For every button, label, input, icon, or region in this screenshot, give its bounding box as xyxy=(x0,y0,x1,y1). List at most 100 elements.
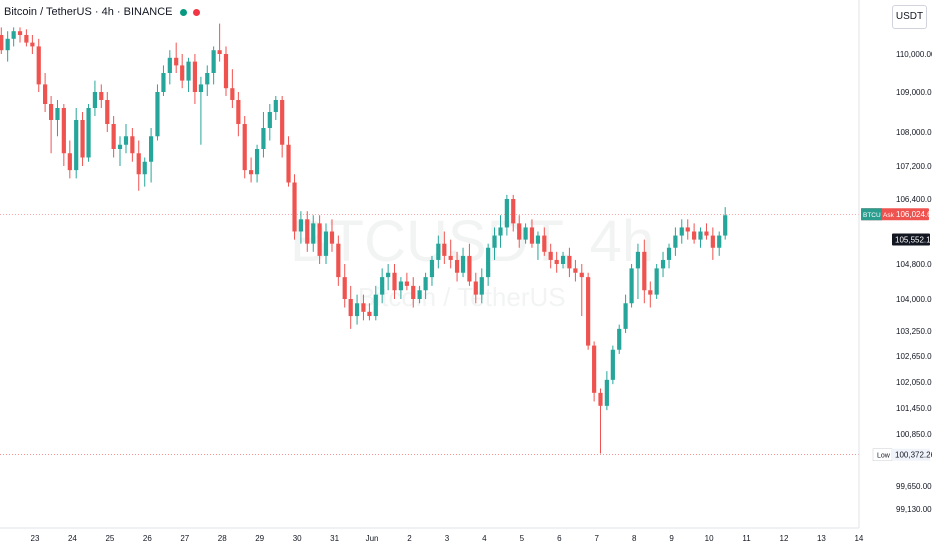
ask-price-value: 106,024.68 xyxy=(896,210,932,219)
candle-body xyxy=(24,35,29,43)
candle-body xyxy=(685,227,690,232)
candle-body xyxy=(673,235,678,248)
candle xyxy=(579,264,584,317)
candle-body xyxy=(174,57,179,66)
candle-body xyxy=(567,255,572,269)
candle-body xyxy=(535,235,541,244)
candle-body xyxy=(629,268,634,304)
last-price-badge xyxy=(892,233,930,246)
price-tick-label: 103,250.00 xyxy=(896,327,932,336)
ask-symbol-label: BTCU xyxy=(863,212,881,219)
time-tick-label: 3 xyxy=(445,534,450,543)
candle xyxy=(192,54,198,104)
time-axis[interactable]: 23 24 25 26 27 28 29 30 31 Jun 2 3 4 5 6 7 8 9 10 11 12 13 14 xyxy=(0,527,864,543)
time-tick-label: 23 xyxy=(31,534,40,543)
candle-body xyxy=(404,281,409,286)
candle-body xyxy=(523,227,528,240)
time-tick-label: 26 xyxy=(143,534,152,543)
candle xyxy=(411,277,416,308)
symbol-title: Bitcoin / TetherUS · 4h · BINANCE xyxy=(4,6,173,18)
candle xyxy=(492,227,497,260)
candle-body xyxy=(192,61,198,92)
candle-body xyxy=(692,231,697,240)
time-tick-label: 5 xyxy=(520,534,525,543)
candle-body xyxy=(67,153,72,171)
candle xyxy=(342,264,347,308)
candle xyxy=(55,100,60,137)
candle-body xyxy=(423,277,428,291)
candle xyxy=(305,211,310,252)
candle-body xyxy=(417,290,422,299)
candle-body xyxy=(548,251,553,260)
candle-body xyxy=(367,311,372,317)
candle xyxy=(167,50,172,85)
candle xyxy=(11,27,16,47)
ask-label: Ask xyxy=(883,212,895,219)
candle-body xyxy=(492,235,497,248)
time-tick-label: 28 xyxy=(218,534,227,543)
candle-body xyxy=(198,84,204,92)
candle xyxy=(704,223,709,240)
time-tick-label: 31 xyxy=(330,534,339,543)
candle-body xyxy=(698,231,703,240)
candle-body xyxy=(610,349,615,380)
price-tick-label: 108,000.00 xyxy=(896,128,932,137)
candle xyxy=(230,69,235,108)
time-tick-label: 25 xyxy=(105,534,114,543)
candle xyxy=(180,54,185,89)
candle-body xyxy=(454,259,460,273)
candle xyxy=(429,255,435,286)
candle xyxy=(548,243,553,269)
candle xyxy=(642,239,647,304)
candle-body xyxy=(361,303,366,312)
candle xyxy=(354,294,360,325)
candle-body xyxy=(211,50,216,73)
candle-body xyxy=(498,227,503,236)
candle xyxy=(654,264,659,299)
candle-body xyxy=(554,259,559,264)
price-tick-label: 110,000.00 xyxy=(896,50,932,59)
price-tick-label: 100,850.00 xyxy=(896,430,932,439)
candle xyxy=(111,116,116,158)
candle-body xyxy=(460,255,466,273)
candle xyxy=(336,235,341,286)
candle xyxy=(486,243,491,286)
candle xyxy=(105,92,110,132)
candle xyxy=(442,231,447,264)
candle-body xyxy=(579,272,584,278)
candle-body xyxy=(292,182,297,232)
candle-body xyxy=(105,100,110,124)
candle-body xyxy=(429,259,435,278)
candle xyxy=(380,268,385,304)
candle xyxy=(542,227,547,256)
candle xyxy=(592,341,597,402)
ask-symbol-badge xyxy=(861,208,882,221)
price-axis[interactable]: 110,000.00 109,000.00 108,000.00 107,200.00… xyxy=(858,0,932,528)
candle-body xyxy=(123,136,129,145)
market-status-dot xyxy=(179,8,187,16)
candle-body xyxy=(61,108,66,154)
candle-body xyxy=(317,223,322,256)
candle xyxy=(130,128,135,162)
candle-body xyxy=(142,161,147,175)
candle-body xyxy=(273,100,278,112)
candle xyxy=(329,219,335,252)
candle xyxy=(623,294,628,334)
candle-body xyxy=(542,235,547,252)
candle-body xyxy=(380,277,385,295)
candle xyxy=(567,247,572,278)
currency-button[interactable]: USDT xyxy=(892,5,927,29)
candle xyxy=(617,324,622,354)
time-tick-label: 13 xyxy=(817,534,826,543)
time-tick-label: 4 xyxy=(482,534,487,543)
price-tick-label: 102,650.00 xyxy=(896,352,932,361)
time-tick-label: 10 xyxy=(705,534,714,543)
candle xyxy=(460,247,466,278)
candle-body xyxy=(86,108,91,158)
candle xyxy=(99,84,104,108)
candle-body xyxy=(560,255,566,264)
price-tick-label: 109,000.00 xyxy=(896,88,932,97)
plot-area[interactable] xyxy=(0,23,859,520)
candle-body xyxy=(323,231,329,256)
